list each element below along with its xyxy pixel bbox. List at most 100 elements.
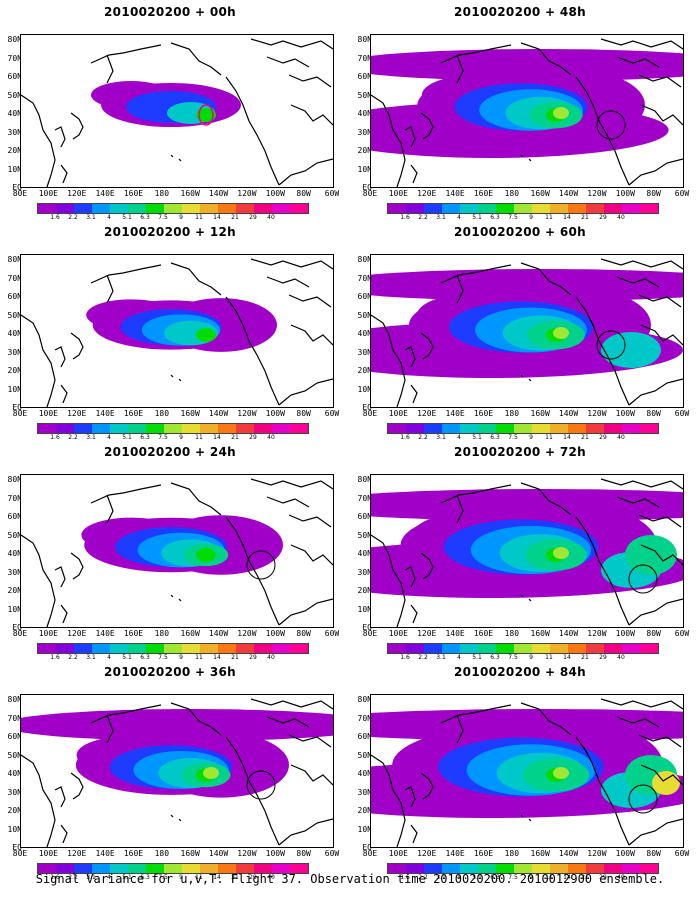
map-canvas [21,698,333,847]
coastline [616,496,660,508]
colorbar-label: 4 [107,874,111,881]
coastline [520,374,524,378]
longitude-label: 80W [646,189,661,198]
colorbar-swatch [38,644,56,653]
colorbar-swatch [568,644,586,653]
longitude-label: 140E [445,629,465,638]
variance-map [370,694,684,848]
coastline [640,104,683,126]
colorbar-label: 5.1 [122,874,132,881]
longitude-label: 120W [587,189,607,198]
latitude-label: 30N [7,347,22,357]
colorbar-label: 4 [457,874,461,881]
coastline [288,734,332,748]
longitude-label: 140E [95,629,115,638]
longitude-label: 160E [473,849,494,858]
colorbar-label: 9 [179,434,183,441]
latitude-label: 80N [357,35,372,44]
latitude-label: 30N [357,347,372,357]
colorbar-swatch [164,204,182,213]
longitude-label: 140W [558,849,579,858]
colorbar-label: 3.1 [436,874,446,881]
latitude-label: 10N [357,604,372,614]
colorbar-swatch [568,424,586,433]
colorbar-swatch [550,644,568,653]
colorbar-swatch [182,644,200,653]
latitude-label: 70N [357,53,372,63]
coastline [575,516,630,626]
coastline [456,54,464,84]
colorbar-swatch [92,644,110,653]
coastline [575,736,630,846]
longitude-label: 80E [362,189,378,198]
colorbar-swatch [514,864,532,873]
colorbar-swatch [182,424,200,433]
colorbar-swatch [532,644,550,653]
coastline [420,332,434,360]
map-panel: 2010020200 + 36h 80N 70N 60N 50N 40N 30N 20N 10N… [0,665,340,881]
colorbar-label: 6.3 [490,874,500,881]
variance-map [370,34,684,188]
coastline [178,598,182,602]
colorbar-swatch [442,424,460,433]
longitude-label: 160E [123,629,144,638]
colorbar-swatch [640,424,658,433]
variance-shade [196,108,216,122]
coastline [90,704,162,724]
colorbar-label: 7.5 [508,654,518,661]
longitude-label: 140W [208,849,229,858]
coastline [266,716,310,728]
colorbar-label: 7.5 [158,874,168,881]
coastline [288,514,332,528]
latitude-label: EQ [362,403,372,412]
longitude-label: 80E [12,629,28,638]
colorbar-swatch [442,204,460,213]
colorbar-swatch [622,864,640,873]
coastline [170,374,174,378]
colorbar-swatch [110,644,128,653]
longitude-label: 140W [558,409,579,418]
latitude-label: 20N [7,806,22,815]
longitude-label: 160E [123,409,144,418]
longitude-label: 180 [504,189,520,198]
longitude-label: 160W [180,409,200,418]
colorbar-swatch [424,864,442,873]
colorbar-swatch [272,204,290,213]
coastline [404,126,416,148]
coastline [288,74,332,88]
longitude-label: 120W [587,629,607,638]
longitude-label: 100E [38,629,58,638]
coastline [456,714,464,744]
coastline [575,76,630,186]
map-canvas [21,38,333,187]
latitude-label: 30N [7,567,22,577]
colorbar-label: 7.5 [158,214,168,221]
latitude-label: 10N [7,384,22,394]
colorbar-swatch [236,644,254,653]
coastline [60,164,68,184]
variance-map [20,254,334,408]
longitude-label: 160E [473,409,494,418]
variance-shade [196,548,216,562]
colorbar-swatch [622,424,640,433]
longitude-label: 160E [123,189,144,198]
colorbar-swatch [550,204,568,213]
map-panel: 2010020200 + 84h 80N 70N 60N 50N 40N 30N 20N 10N… [350,665,690,881]
map-canvas [21,258,333,407]
colorbar-swatch [110,204,128,213]
coastline [371,94,406,187]
longitude-label: 160W [530,409,550,418]
coastline [106,714,114,744]
panel-title: 2010020200 + 36h [104,665,236,679]
latitude-label: 20N [357,366,372,375]
colorbar-swatch [236,864,254,873]
colorbar-swatch [146,204,164,213]
latitude-label: 70N [357,273,372,283]
longitude-label: 100W [615,629,635,638]
colorbar-swatch [640,204,658,213]
colorbar-label: 5.1 [122,214,132,221]
panel-title: 2010020200 + 00h [104,5,236,19]
longitude-label: 100W [265,849,285,858]
colorbar-swatch [406,204,424,213]
latitude-label: 80N [357,475,372,484]
